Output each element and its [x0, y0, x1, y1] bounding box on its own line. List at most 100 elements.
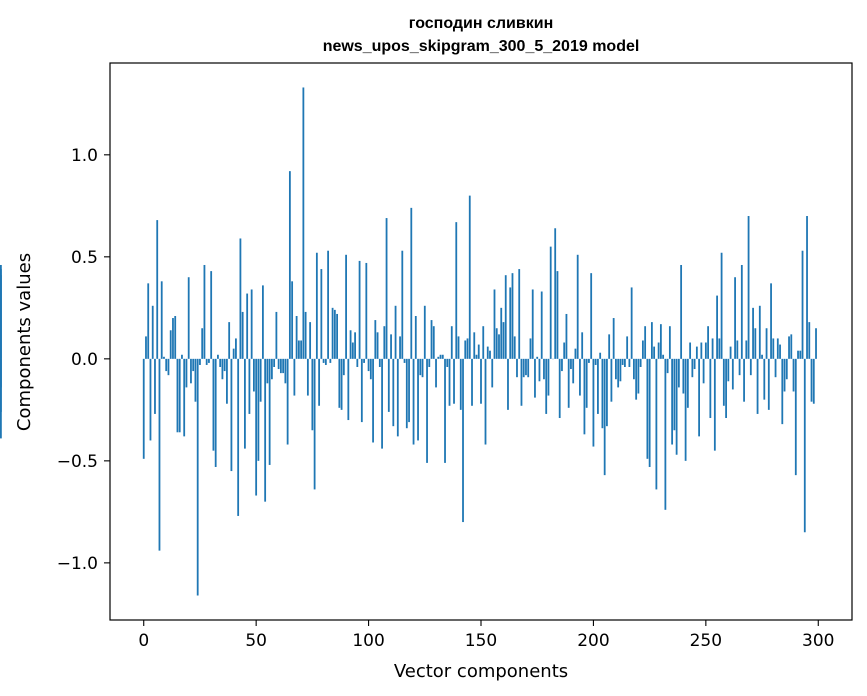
- bar-component-151: [482, 326, 485, 359]
- bar-component-239: [680, 264, 683, 359]
- x-tick-label: 300: [802, 631, 834, 651]
- bar-component-115: [401, 250, 404, 359]
- bar-component-183: [554, 228, 557, 359]
- bar-component-246: [695, 346, 698, 359]
- bar-component-141: [459, 358, 462, 410]
- bar-component-103: [374, 320, 377, 359]
- bar-component-227: [653, 346, 656, 359]
- bar-component-271: [752, 307, 754, 359]
- bar-component-263: [734, 277, 736, 359]
- y-axis-label: Components values: [14, 253, 35, 431]
- bar-component-237: [675, 358, 678, 455]
- bar-component-87: [338, 358, 341, 408]
- bar-component-262: [731, 358, 734, 390]
- bar-component-172: [529, 338, 532, 359]
- bar-component-72: [304, 311, 307, 359]
- bar-component-287: [788, 336, 790, 359]
- bar-component-226: [650, 322, 653, 359]
- bar-component-74: [309, 322, 312, 359]
- bar-component-118: [408, 358, 410, 423]
- bar-component-137: [450, 326, 453, 359]
- y-tick-label: −1.0: [57, 554, 98, 574]
- bar-component-285: [783, 358, 786, 392]
- x-axis-ticks: 0 50 100 150 200 250 300: [138, 620, 834, 651]
- bar-component-157: [495, 328, 498, 359]
- bar-component-293: [801, 250, 804, 359]
- bar-component-113: [396, 358, 399, 437]
- bar-component-124: [421, 358, 424, 378]
- bar-component-202: [597, 358, 599, 414]
- bar-component-22: [192, 358, 195, 372]
- bar-component-96: [358, 260, 361, 359]
- bar-component-162: [507, 358, 509, 410]
- bar-component-173: [531, 289, 534, 359]
- bar-component-160: [502, 322, 505, 359]
- bar-component-61: [279, 358, 282, 374]
- bar-component-129: [432, 326, 435, 359]
- bar-component-269: [747, 216, 750, 359]
- bar-component-25: [199, 358, 201, 365]
- bar-component-268: [745, 340, 748, 359]
- bar-component-230: [659, 324, 662, 359]
- bar-component-164: [511, 273, 514, 359]
- bar-component-297: [810, 358, 813, 402]
- bar-component-221: [639, 358, 642, 367]
- bar-component-23: [194, 358, 197, 402]
- bar-component-260: [727, 358, 730, 382]
- bar-component-258: [722, 358, 725, 406]
- bar-component-15: [176, 358, 179, 433]
- bar-component-281: [774, 358, 777, 378]
- bar-component-99: [365, 262, 368, 359]
- bar-component-286: [785, 358, 788, 380]
- bar-component-231: [662, 354, 665, 359]
- bar-component-161: [504, 275, 507, 359]
- y-tick-label: 0.5: [71, 248, 98, 268]
- bar-component-261: [729, 346, 732, 359]
- bar-component-143: [464, 340, 467, 359]
- bar-component-108: [385, 218, 388, 359]
- bar-component-166: [516, 358, 518, 378]
- x-tick-label: 200: [577, 631, 609, 651]
- bar-component-142: [462, 358, 464, 523]
- bar-component-54: [264, 358, 267, 502]
- bar-component-156: [493, 289, 496, 359]
- bar-component-201: [594, 358, 597, 365]
- bar-component-85: [333, 309, 336, 359]
- bar-component-272: [754, 328, 757, 359]
- bar-component-107: [383, 326, 386, 359]
- bar-component-131: [437, 356, 440, 359]
- bar-component-216: [628, 358, 631, 367]
- bar-component-180: [547, 358, 550, 396]
- bar-component-209: [612, 318, 615, 359]
- y-tick-label: 0.0: [71, 350, 98, 370]
- bar-component-186: [561, 358, 563, 372]
- bar-component-89: [342, 358, 345, 376]
- bar-component-44: [241, 311, 244, 359]
- bar-component-105: [378, 358, 381, 367]
- bar-component-100: [367, 358, 370, 372]
- bar-component-153: [486, 346, 489, 359]
- bar-component-295: [806, 216, 808, 359]
- bar-component-94: [354, 332, 356, 359]
- bar-component-213: [621, 358, 624, 365]
- bar-component-104: [376, 332, 379, 359]
- chart-title-line-2: news_upos_skipgram_300_5_2019 model: [323, 38, 640, 55]
- bar-component-90: [345, 254, 347, 359]
- bar-component-undefined: [0, 264, 2, 359]
- bar-component-4: [151, 305, 154, 359]
- bar-component-257: [720, 252, 723, 359]
- bar-component-49: [253, 358, 255, 392]
- bar-component-93: [351, 342, 354, 359]
- bar-component-251: [707, 326, 709, 359]
- bar-component-50: [255, 358, 258, 496]
- bar-component-24: [196, 358, 199, 596]
- bar-component-265: [738, 358, 741, 376]
- bar-component-168: [520, 358, 523, 406]
- bar-component-12: [169, 330, 172, 359]
- bar-component-86: [336, 313, 338, 359]
- bar-component-undefined: [0, 358, 2, 412]
- bar-component-296: [808, 322, 811, 359]
- bar-component-114: [399, 336, 401, 359]
- bar-component-17: [181, 354, 183, 359]
